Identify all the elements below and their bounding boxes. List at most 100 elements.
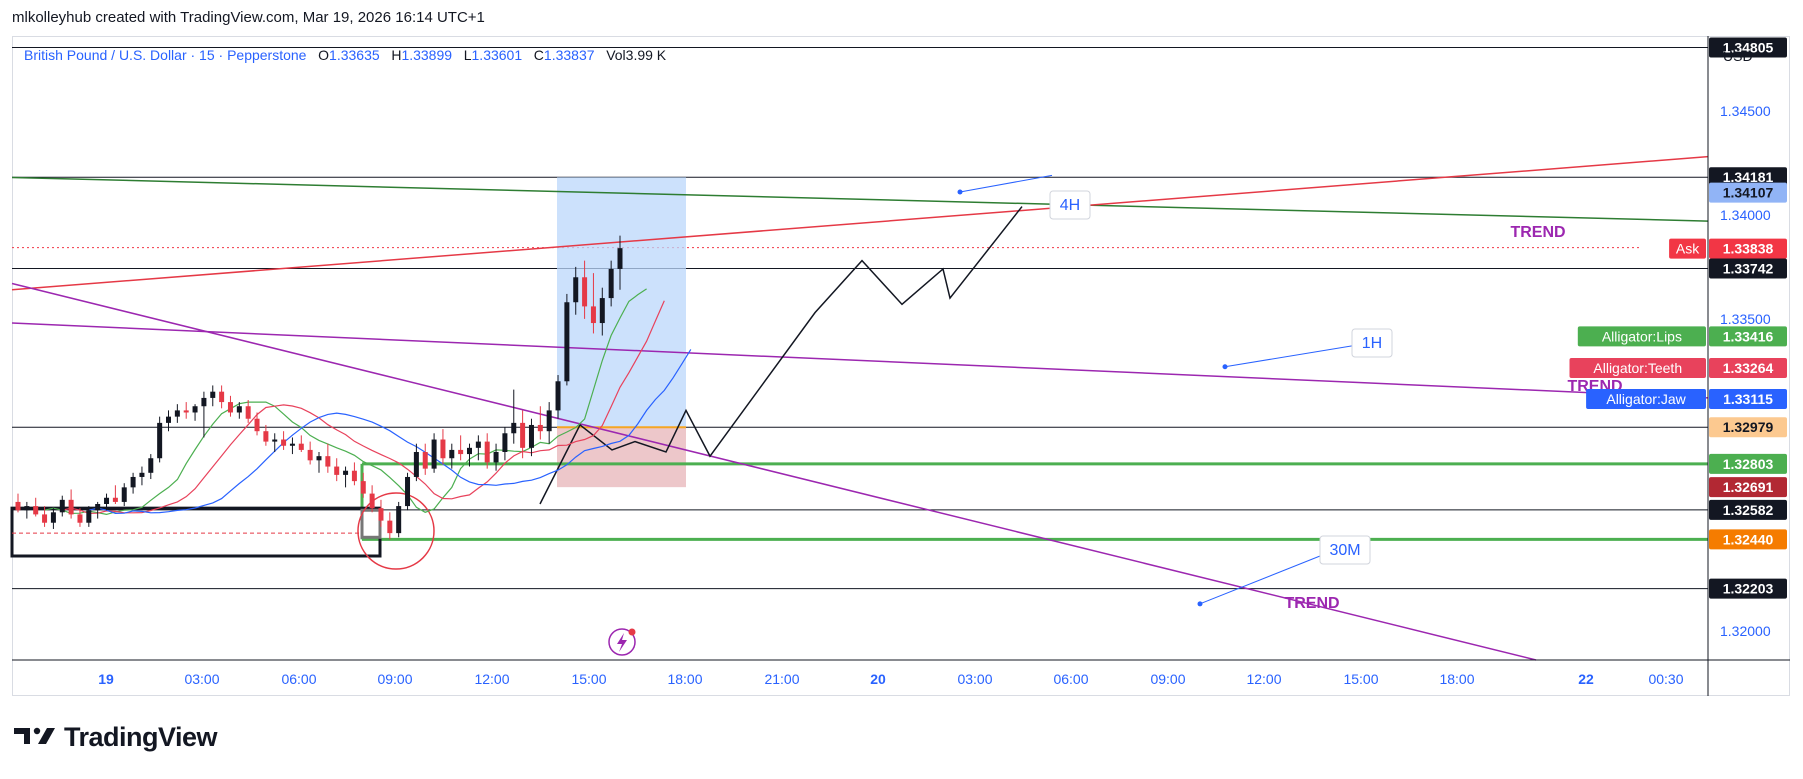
- price-label-text: 1.32979: [1723, 419, 1774, 435]
- candle-body: [263, 431, 269, 442]
- y-tick-label: 1.33500: [1720, 311, 1771, 327]
- price-label-badge: [1709, 453, 1787, 474]
- price-label-text: 1.33115: [1723, 391, 1773, 407]
- candle-body: [617, 248, 623, 269]
- candle-body: [121, 487, 127, 502]
- alligator-teeth-line[interactable]: [62, 300, 665, 515]
- high-value: 1.33899: [401, 47, 453, 63]
- tradingview-logo-icon: [14, 723, 58, 754]
- candle-body: [440, 439, 446, 459]
- projected-path[interactable]: [539, 206, 1023, 505]
- candle-body: [484, 441, 490, 463]
- price-label-text: 1.32203: [1723, 581, 1774, 597]
- candle-body: [272, 439, 278, 442]
- candle-body: [431, 439, 437, 469]
- candle-body: [564, 302, 570, 382]
- price-label-badge: [1709, 417, 1787, 438]
- timeframe-callout-label: 30M: [1329, 542, 1360, 559]
- price-label-badge: [1709, 388, 1787, 409]
- candle-body: [555, 381, 561, 411]
- price-tag-badge: [1669, 238, 1706, 259]
- price-tag-badge: [1569, 357, 1706, 378]
- candle-body: [458, 449, 464, 455]
- candle-body: [210, 391, 216, 398]
- price-label-text: 1.33416: [1723, 328, 1774, 344]
- timeframe-callout[interactable]: [1351, 328, 1393, 358]
- trend-line-purple-upper[interactable]: [11, 322, 1709, 399]
- candle-body: [245, 406, 251, 419]
- trend-line-green[interactable]: [11, 176, 1709, 222]
- close-value: 1.33837: [543, 47, 595, 63]
- candle-body: [546, 410, 552, 432]
- x-tick-label: 03:00: [184, 671, 219, 687]
- brand-name: TradingView: [64, 722, 218, 752]
- candle-body: [378, 508, 384, 521]
- x-tick-label: 21:00: [764, 671, 799, 687]
- trend-line-purple-lower[interactable]: [11, 282, 1537, 661]
- callout-leader: [1199, 555, 1321, 605]
- price-label-badge: [1709, 499, 1787, 520]
- price-tag-text: Alligator:Jaw: [1606, 391, 1686, 407]
- high-label: H: [391, 47, 402, 63]
- x-tick-label: 15:00: [1343, 671, 1378, 687]
- candle-body: [33, 506, 39, 515]
- candle-body: [77, 514, 83, 523]
- y-tick-label: 1.34500: [1720, 103, 1771, 119]
- highlight-circle[interactable]: [357, 492, 435, 570]
- timeframe-callout-label: 1H: [1362, 335, 1382, 352]
- alligator-jaw-line[interactable]: [88, 349, 692, 515]
- price-tag-badge: [1577, 326, 1706, 347]
- candle-body: [396, 506, 402, 534]
- price-label-text: 1.33838: [1723, 241, 1774, 257]
- price-label-badge: [1709, 529, 1787, 550]
- candle-body: [289, 443, 295, 446]
- y-tick-label: 1.34000: [1720, 207, 1771, 223]
- x-tick-label: 00:30: [1648, 671, 1683, 687]
- candle-body: [325, 456, 331, 467]
- candle-body: [360, 481, 366, 494]
- x-tick-label: 18:00: [667, 671, 702, 687]
- notification-dot: [628, 628, 636, 636]
- open-value: 1.33635: [329, 47, 380, 63]
- range-box[interactable]: [10, 506, 382, 558]
- candle-body: [183, 410, 189, 413]
- alligator-lips-line[interactable]: [44, 288, 647, 516]
- price-label-badge: [1709, 167, 1787, 188]
- candle-body: [59, 499, 65, 513]
- volume-label: Vol: [606, 47, 626, 63]
- price-label-text: 1.34805: [1723, 39, 1774, 55]
- price-label-text: 1.33742: [1723, 261, 1774, 277]
- candle-body: [475, 441, 481, 448]
- price-label-badge: [1709, 578, 1787, 599]
- x-tick-label: 09:00: [1150, 671, 1185, 687]
- candle-body: [15, 501, 21, 511]
- low-value: 1.33601: [471, 47, 523, 63]
- x-tick-label: 12:00: [474, 671, 509, 687]
- volume-value: 3.99 K: [625, 47, 667, 63]
- symbol-name[interactable]: British Pound / U.S. Dollar · 15 · Peppe…: [24, 47, 307, 63]
- candle-body: [86, 510, 92, 523]
- timeframe-callout[interactable]: [1049, 190, 1091, 220]
- price-label-text: 1.32582: [1723, 502, 1774, 518]
- candle-body: [192, 406, 198, 413]
- currency-button[interactable]: USD: [1723, 48, 1753, 64]
- candle-body: [502, 433, 508, 452]
- close-label: C: [533, 47, 544, 63]
- timeframe-callout[interactable]: [1319, 535, 1371, 565]
- candle-body: [537, 424, 543, 432]
- price-label-badge: [1709, 357, 1787, 378]
- candle-body: [201, 397, 207, 407]
- range-box-handle: [360, 508, 382, 539]
- long-position-stop-zone[interactable]: [557, 427, 686, 488]
- price-label-text: 1.32803: [1723, 456, 1774, 472]
- callout-anchor: [1222, 364, 1228, 370]
- price-tag-text: Alligator:Lips: [1602, 328, 1682, 344]
- x-tick-label: 20: [870, 671, 886, 687]
- timeframe-callout-label: 4H: [1060, 197, 1080, 214]
- trend-line-red[interactable]: [11, 155, 1709, 291]
- candle-body: [281, 439, 287, 446]
- open-label: O: [318, 47, 330, 63]
- candle-body: [236, 406, 242, 413]
- symbol-legend: British Pound / U.S. Dollar · 15 · Peppe…: [24, 47, 666, 63]
